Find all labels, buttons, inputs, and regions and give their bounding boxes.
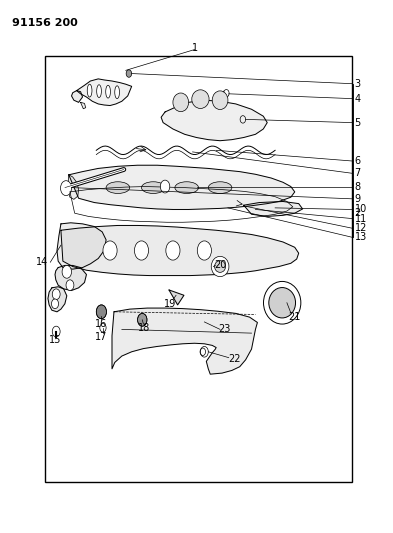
Ellipse shape (87, 84, 92, 97)
Text: 11: 11 (354, 214, 367, 223)
Polygon shape (161, 100, 267, 141)
Circle shape (166, 241, 180, 260)
Circle shape (224, 90, 229, 97)
Ellipse shape (106, 182, 130, 193)
Text: 23: 23 (219, 325, 231, 334)
Ellipse shape (269, 288, 296, 318)
Text: 8: 8 (354, 182, 361, 191)
Text: 18: 18 (138, 323, 151, 333)
Text: 2: 2 (354, 208, 361, 218)
Circle shape (62, 265, 72, 278)
Circle shape (52, 326, 60, 337)
Text: 10: 10 (354, 205, 367, 214)
Ellipse shape (106, 85, 110, 98)
Circle shape (96, 305, 107, 319)
Polygon shape (244, 201, 303, 216)
Text: 17: 17 (95, 332, 108, 342)
Text: 5: 5 (354, 118, 361, 127)
Polygon shape (69, 165, 295, 209)
Ellipse shape (208, 182, 232, 193)
Bar (45, 56, 352, 482)
Polygon shape (61, 225, 299, 276)
Circle shape (51, 299, 59, 309)
Polygon shape (57, 223, 106, 269)
Text: 16: 16 (95, 319, 108, 328)
Text: 21: 21 (288, 312, 300, 322)
Polygon shape (77, 79, 132, 106)
Text: 1: 1 (191, 43, 198, 53)
Circle shape (66, 280, 74, 290)
Polygon shape (48, 287, 67, 312)
Ellipse shape (263, 281, 301, 324)
Text: 91156 200: 91156 200 (12, 18, 77, 28)
Ellipse shape (141, 182, 165, 193)
Circle shape (138, 313, 147, 326)
Polygon shape (169, 290, 184, 305)
Ellipse shape (115, 86, 119, 99)
Circle shape (100, 324, 106, 332)
Polygon shape (81, 102, 86, 109)
Ellipse shape (173, 93, 189, 111)
Circle shape (103, 241, 117, 260)
Circle shape (160, 180, 170, 193)
Text: 9: 9 (354, 194, 361, 204)
Text: 15: 15 (49, 335, 61, 344)
Text: 6: 6 (354, 156, 361, 166)
Ellipse shape (211, 256, 229, 277)
Text: 4: 4 (354, 94, 361, 103)
Text: 14: 14 (36, 257, 48, 267)
Circle shape (52, 289, 60, 300)
Ellipse shape (192, 90, 209, 109)
Circle shape (197, 241, 211, 260)
Polygon shape (68, 175, 79, 199)
Ellipse shape (212, 91, 228, 110)
Text: 20: 20 (214, 261, 226, 270)
Circle shape (126, 70, 132, 77)
Circle shape (200, 346, 208, 357)
Text: 19: 19 (163, 299, 176, 309)
Text: 3: 3 (354, 79, 361, 88)
Ellipse shape (175, 182, 198, 193)
Polygon shape (72, 91, 83, 102)
Circle shape (134, 241, 149, 260)
Polygon shape (112, 308, 257, 374)
Text: 7: 7 (354, 168, 361, 178)
Text: 13: 13 (354, 232, 367, 242)
Ellipse shape (215, 261, 226, 272)
Circle shape (61, 181, 72, 196)
Text: 12: 12 (354, 223, 367, 233)
Text: 22: 22 (228, 354, 241, 364)
Ellipse shape (97, 85, 101, 98)
Polygon shape (55, 265, 86, 290)
